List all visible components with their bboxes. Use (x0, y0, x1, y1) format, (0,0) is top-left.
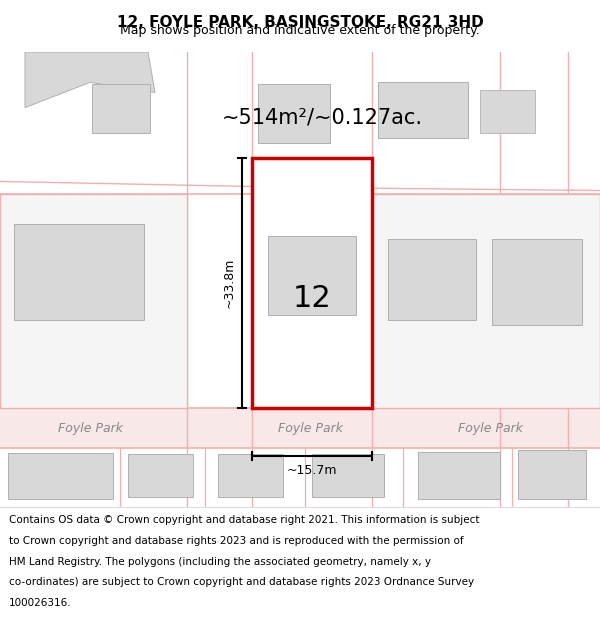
Text: Map shows position and indicative extent of the property.: Map shows position and indicative extent… (120, 24, 480, 38)
Bar (312, 454, 384, 497)
Polygon shape (372, 194, 600, 408)
Bar (0, 408, 600, 448)
Text: 100026316.: 100026316. (9, 598, 71, 608)
Bar (268, 236, 356, 315)
Bar (258, 84, 330, 143)
Bar (480, 91, 535, 133)
Text: ~514m²/~0.127ac.: ~514m²/~0.127ac. (221, 107, 422, 127)
Bar (252, 158, 372, 408)
Text: 12: 12 (293, 284, 331, 312)
Text: Foyle Park: Foyle Park (277, 422, 343, 434)
Text: Contains OS data © Crown copyright and database right 2021. This information is : Contains OS data © Crown copyright and d… (9, 515, 479, 525)
Text: Foyle Park: Foyle Park (458, 422, 523, 434)
Text: 12, FOYLE PARK, BASINGSTOKE, RG21 3HD: 12, FOYLE PARK, BASINGSTOKE, RG21 3HD (116, 14, 484, 29)
Bar (128, 454, 193, 497)
Text: co-ordinates) are subject to Crown copyright and database rights 2023 Ordnance S: co-ordinates) are subject to Crown copyr… (9, 578, 474, 587)
Text: ~33.8m: ~33.8m (223, 258, 236, 308)
Bar (14, 224, 144, 320)
Bar (92, 84, 150, 133)
Text: to Crown copyright and database rights 2023 and is reproduced with the permissio: to Crown copyright and database rights 2… (9, 536, 464, 546)
Bar (378, 82, 468, 138)
Bar (518, 451, 586, 499)
Polygon shape (0, 194, 187, 408)
Bar (8, 453, 113, 499)
Polygon shape (25, 52, 155, 107)
Bar (388, 239, 476, 320)
Bar (418, 452, 500, 499)
Text: ~15.7m: ~15.7m (287, 464, 337, 476)
Text: Foyle Park: Foyle Park (58, 422, 122, 434)
Bar (218, 454, 283, 497)
Bar (492, 239, 582, 325)
Text: HM Land Registry. The polygons (including the associated geometry, namely x, y: HM Land Registry. The polygons (includin… (9, 556, 431, 566)
